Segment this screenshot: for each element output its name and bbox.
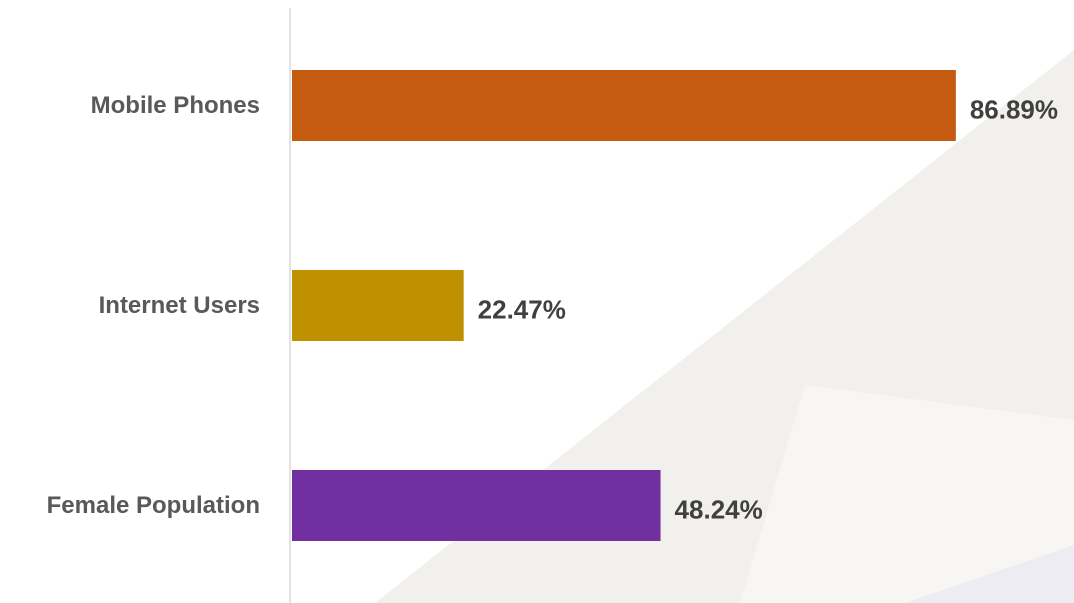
category-label-internet-users: Internet Users	[99, 292, 260, 319]
bar-internet-users	[292, 270, 464, 341]
bars	[292, 70, 956, 541]
value-label-mobile-phones: 86.89%	[970, 95, 1058, 125]
background-accent	[905, 545, 1074, 603]
value-label-internet-users: 22.47%	[478, 295, 566, 325]
value-label-female-population: 48.24%	[675, 495, 763, 525]
category-label-female-population: Female Population	[47, 492, 260, 519]
background-decoration	[375, 50, 1074, 603]
bar-female-population	[292, 470, 661, 541]
background-panel	[740, 385, 1074, 603]
category-label-mobile-phones: Mobile Phones	[91, 92, 260, 119]
bar-mobile-phones	[292, 70, 956, 141]
labels: Mobile Phones 86.89% Internet Users 22.47% F…	[47, 92, 1058, 525]
